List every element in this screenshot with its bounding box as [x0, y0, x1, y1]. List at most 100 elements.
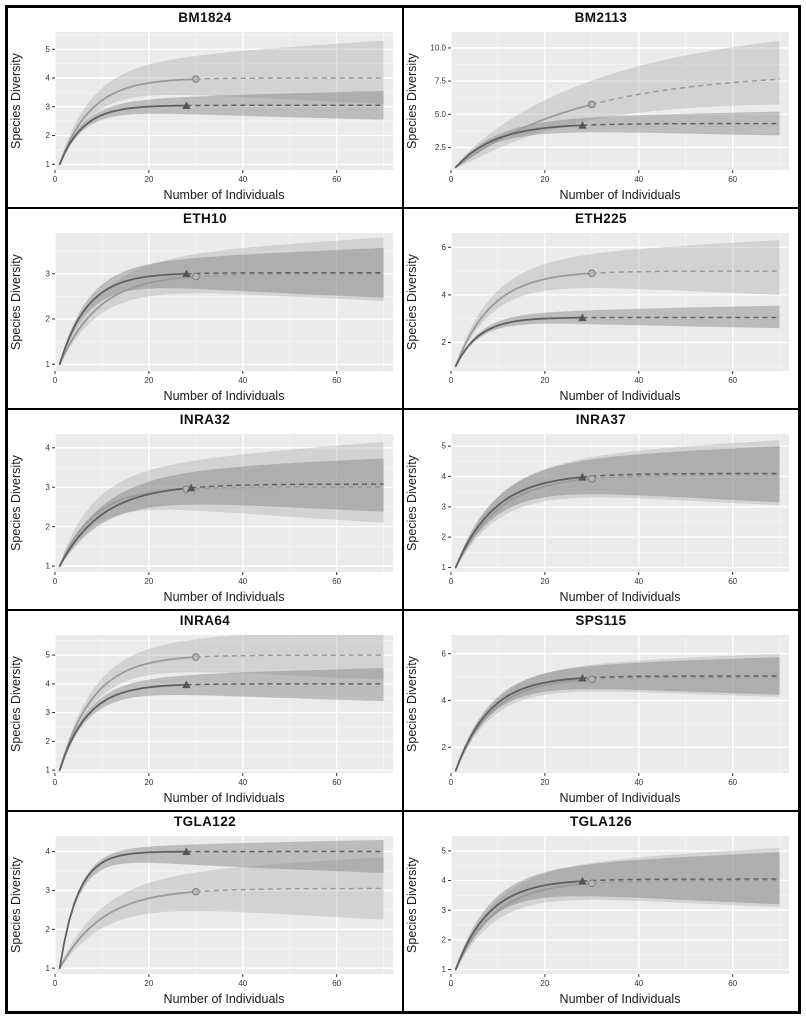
- observed-line-triangle: [454, 316, 584, 368]
- y-tick-label: 4: [46, 74, 51, 83]
- extrapolated-line-circle: [195, 654, 384, 658]
- chart-title: BM1824: [178, 10, 232, 25]
- extrapolated-line-circle: [186, 486, 384, 490]
- chart-panel-bm1824: BM1824 0 20 40 60 1 2 3 4 5 Number of Individuals…: [7, 7, 403, 208]
- x-tick-label: 0: [449, 577, 454, 586]
- x-axis-title: Number of Individuals: [164, 389, 285, 403]
- y-tick-label: 4: [46, 443, 51, 452]
- observed-line-triangle: [58, 486, 192, 567]
- y-tick-label: 2: [46, 925, 51, 934]
- confidence-ribbon-triangle: [59, 458, 384, 567]
- endpoint-triangle-marker: [578, 121, 587, 129]
- chart-panel-inra32: INRA32 0 20 40 60 1 2 3 4 Number of Individuals S…: [7, 409, 403, 610]
- y-tick-label: 5: [442, 846, 447, 855]
- y-tick-label: 4: [442, 696, 447, 705]
- y-tick-label: 6: [442, 243, 447, 252]
- endpoint-circle-marker: [192, 653, 200, 661]
- x-axis-title: Number of Individuals: [560, 992, 681, 1006]
- chart-title: ETH225: [575, 211, 627, 226]
- confidence-ribbon-circle: [455, 40, 780, 168]
- y-tick-label: 1: [46, 360, 51, 369]
- x-tick-label: 0: [449, 979, 454, 988]
- chart-grid: BM1824 0 20 40 60 1 2 3 4 5 Number of Individuals…: [5, 5, 801, 1014]
- x-tick-label: 60: [728, 577, 737, 586]
- plot-area: [55, 635, 393, 773]
- observed-line-circle: [58, 275, 197, 366]
- endpoint-triangle-marker: [182, 269, 191, 278]
- chart-panel-tgla126: TGLA126 0 20 40 60 1 2 3 4 5 Number of Individual…: [403, 811, 799, 1012]
- endpoint-triangle-marker: [578, 472, 587, 481]
- y-tick-label: 1: [46, 160, 51, 169]
- chart-panel-tgla122: TGLA122 0 20 40 60 1 2 3 4 Number of Individuals…: [7, 811, 403, 1012]
- y-tick-label: 4: [46, 847, 51, 856]
- x-tick-label: 60: [332, 577, 341, 586]
- y-tick-label: 4: [442, 290, 447, 299]
- observed-line-circle: [454, 882, 593, 971]
- x-tick-label: 0: [53, 577, 58, 586]
- y-tick-label: 3: [46, 269, 51, 278]
- y-tick-label: 2: [442, 338, 447, 347]
- y-axis-title: Species Diversity: [9, 655, 23, 752]
- x-tick-label: 40: [238, 577, 247, 586]
- confidence-ribbon-triangle: [59, 668, 384, 771]
- x-tick-label: 0: [449, 376, 454, 385]
- x-tick-label: 60: [332, 778, 341, 787]
- x-axis-title: Number of Individuals: [164, 590, 285, 604]
- chart-title: TGLA126: [569, 814, 633, 829]
- confidence-ribbon-circle: [59, 40, 384, 165]
- chart-panel-eth225: ETH225 0 20 40 60 2 4 6 Number of Individuals Sp…: [403, 208, 799, 409]
- x-tick-label: 20: [540, 376, 549, 385]
- confidence-ribbon-circle: [455, 847, 780, 970]
- x-tick-label: 40: [238, 175, 247, 184]
- x-tick-label: 60: [728, 778, 737, 787]
- endpoint-circle-marker: [192, 75, 200, 83]
- observed-line-circle: [58, 656, 197, 771]
- confidence-ribbon-triangle: [455, 446, 780, 568]
- x-tick-label: 40: [238, 778, 247, 787]
- endpoint-circle-marker: [192, 272, 200, 281]
- observed-line-triangle: [454, 880, 584, 971]
- x-axis-title: Number of Individuals: [164, 791, 285, 805]
- x-axis-title: Number of Individuals: [560, 791, 681, 805]
- y-tick-label: 3: [46, 708, 51, 717]
- confidence-ribbon-triangle: [59, 90, 384, 165]
- endpoint-circle-marker: [588, 675, 596, 684]
- y-axis-title: Species Diversity: [9, 253, 23, 350]
- plot-area: [451, 233, 789, 371]
- chart-plot: 0 20 40 60 2 4 6 Number of Individuals Species D…: [405, 233, 789, 403]
- x-tick-label: 0: [449, 778, 454, 787]
- chart-plot: 0 20 40 60 1 2 3 4 Number of Individuals Species …: [9, 434, 393, 604]
- extrapolated-line-triangle: [186, 272, 384, 275]
- extrapolated-line-circle: [591, 474, 780, 480]
- plot-area: [55, 32, 393, 170]
- y-tick-label: 4: [46, 679, 51, 688]
- endpoint-circle-marker: [192, 887, 200, 896]
- plot-area: [451, 836, 789, 974]
- x-axis-title: Number of Individuals: [164, 188, 285, 202]
- endpoint-triangle-marker: [578, 876, 587, 885]
- chart-title: TGLA122: [173, 814, 237, 829]
- confidence-ribbon-circle: [59, 857, 384, 969]
- y-tick-label: 2: [442, 935, 447, 944]
- x-tick-label: 40: [634, 979, 643, 988]
- x-tick-label: 20: [540, 979, 549, 988]
- y-tick-label: 10.0: [430, 44, 446, 53]
- x-tick-label: 60: [332, 979, 341, 988]
- extrapolated-line-triangle: [186, 683, 384, 686]
- x-tick-label: 20: [144, 175, 153, 184]
- observed-line-triangle: [58, 104, 188, 166]
- plot-area: [55, 434, 393, 572]
- x-tick-label: 20: [540, 577, 549, 586]
- x-tick-label: 20: [144, 376, 153, 385]
- chart-plot: 0 20 40 60 1 2 3 4 5 Number of Individuals Species…: [405, 836, 789, 1006]
- extrapolated-line-triangle: [582, 472, 780, 478]
- y-tick-label: 5: [46, 45, 51, 54]
- y-axis-title: Species Diversity: [405, 856, 419, 953]
- confidence-ribbon-triangle: [455, 852, 780, 970]
- y-axis-title: Species Diversity: [9, 856, 23, 953]
- x-tick-label: 60: [728, 175, 737, 184]
- chart-plot: 0 20 40 60 1 2 3 Number of Individuals Species D…: [9, 233, 393, 403]
- y-tick-label: 4: [442, 876, 447, 885]
- extrapolated-line-circle: [591, 270, 780, 275]
- x-axis-title: Number of Individuals: [164, 992, 285, 1006]
